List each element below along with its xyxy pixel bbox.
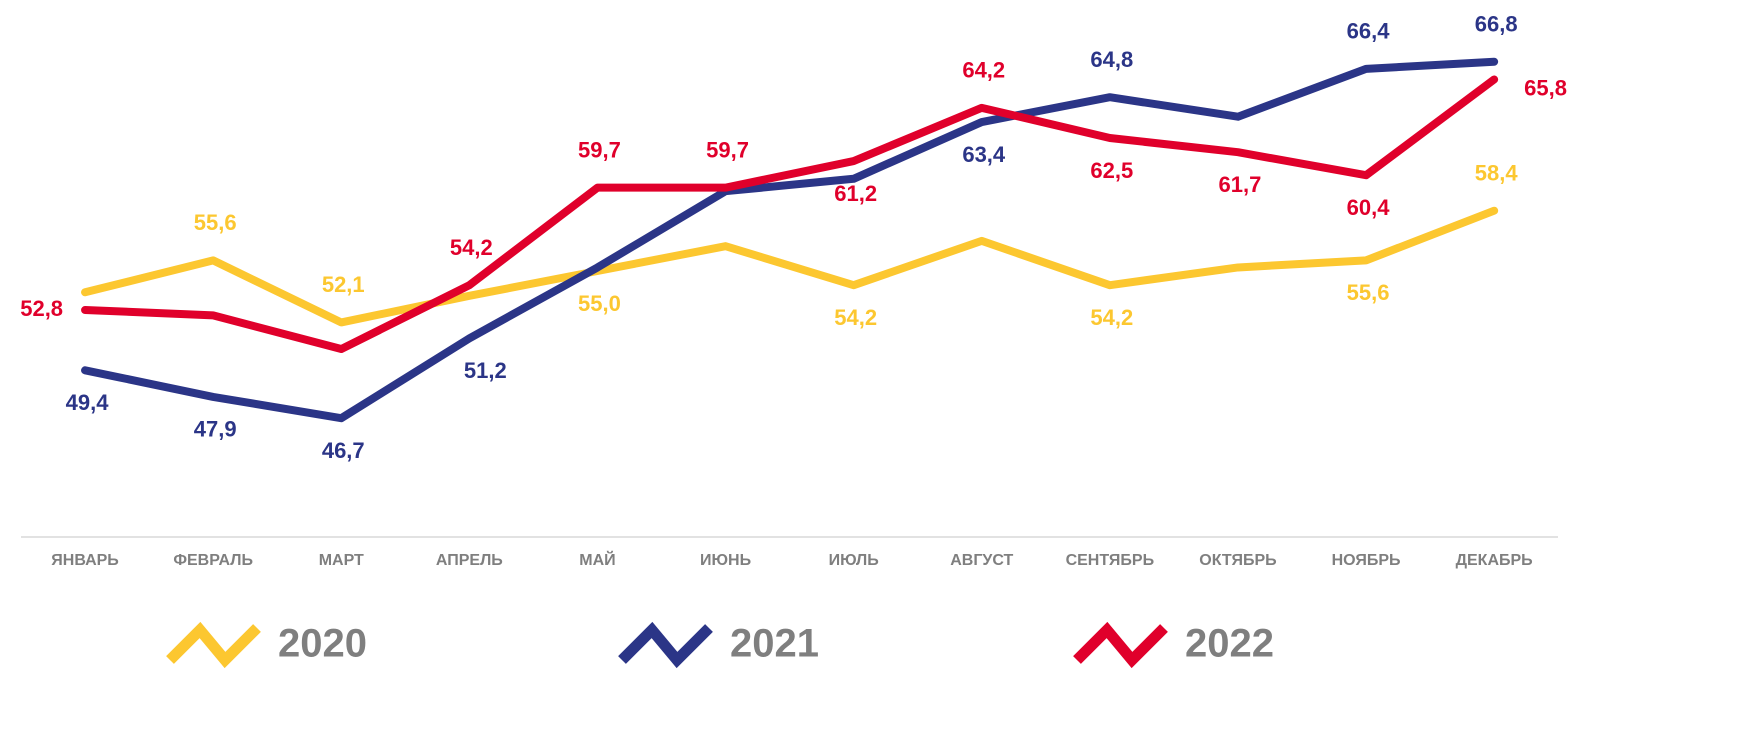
data-label: 64,2 <box>962 58 1005 83</box>
data-label: 58,4 <box>1475 161 1519 186</box>
data-label: 55,0 <box>578 291 621 316</box>
legend-label: 2021 <box>730 622 819 666</box>
x-tick-label: НОЯБРЬ <box>1332 552 1401 569</box>
x-tick-label: МАЙ <box>579 550 615 569</box>
line-series <box>81 75 1499 354</box>
data-label: 55,6 <box>1347 280 1390 305</box>
data-label: 62,5 <box>1090 158 1133 183</box>
x-tick-label: ИЮНЬ <box>700 552 751 569</box>
data-label: 54,2 <box>450 235 493 260</box>
data-label: 49,4 <box>66 390 110 415</box>
legend-icon <box>618 621 713 669</box>
data-label: 55,6 <box>194 210 237 235</box>
data-label: 52,1 <box>322 272 365 297</box>
data-label: 54,2 <box>1090 305 1133 330</box>
legend-label: 2020 <box>278 622 367 666</box>
legend-icon <box>1073 621 1168 669</box>
x-tick-label: АПРЕЛЬ <box>436 552 503 569</box>
x-tick-label: ОКТЯБРЬ <box>1199 552 1276 569</box>
x-tick-label: ИЮЛЬ <box>829 552 879 569</box>
legend-icon <box>166 621 261 669</box>
data-label: 65,8 <box>1524 75 1567 100</box>
x-tick-label: МАРТ <box>319 552 364 569</box>
line-series <box>81 206 1499 327</box>
data-label: 52,8 <box>20 296 63 321</box>
x-tick-label: ФЕВРАЛЬ <box>173 552 253 569</box>
data-label: 47,9 <box>194 417 237 442</box>
data-label: 46,7 <box>322 438 365 463</box>
data-label: 61,7 <box>1219 172 1262 197</box>
x-tick-label: АВГУСТ <box>950 552 1013 569</box>
data-label: 51,2 <box>464 358 507 383</box>
x-tick-label: ЯНВАРЬ <box>51 552 119 569</box>
data-label: 59,7 <box>578 137 621 162</box>
line-series <box>81 57 1499 423</box>
x-tick-label: ДЕКАБРЬ <box>1456 552 1533 569</box>
data-label: 66,4 <box>1347 19 1391 44</box>
data-label: 54,2 <box>834 305 877 330</box>
data-label: 64,8 <box>1090 47 1133 72</box>
data-label: 60,4 <box>1347 195 1391 220</box>
data-label: 61,2 <box>834 181 877 206</box>
x-tick-label: СЕНТЯБРЬ <box>1066 552 1155 569</box>
data-label: 59,7 <box>706 137 749 162</box>
data-label: 66,8 <box>1475 12 1518 37</box>
legend-label: 2022 <box>1185 622 1274 666</box>
data-label: 63,4 <box>962 142 1006 167</box>
